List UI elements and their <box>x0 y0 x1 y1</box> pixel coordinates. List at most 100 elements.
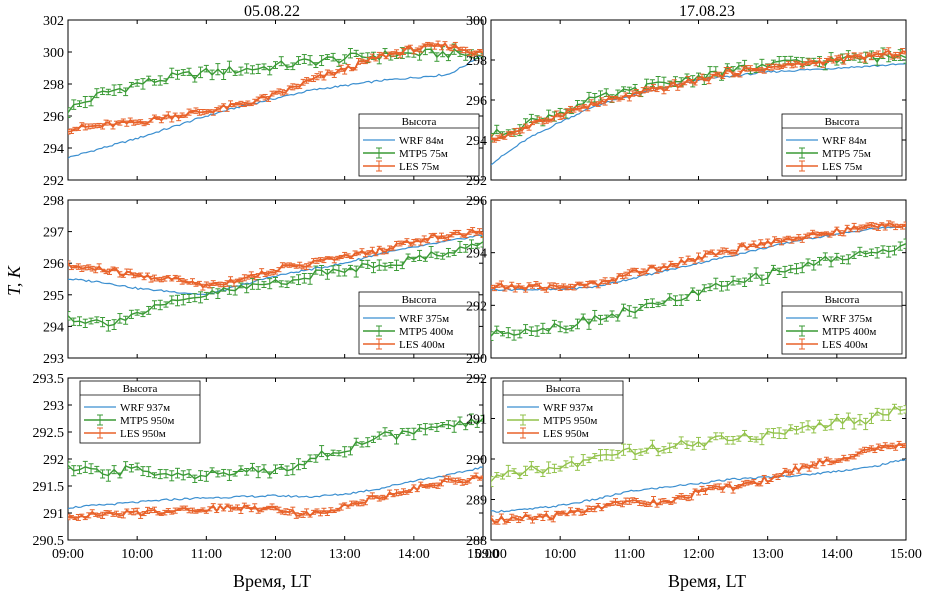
legend-entry-les: LES 75м <box>399 161 439 173</box>
y-tick-label: 294 <box>43 142 64 157</box>
y-tick-label: 292 <box>466 372 487 387</box>
legend-entry-wrf: WRF 84м <box>399 135 444 147</box>
data-layer <box>68 413 483 521</box>
series-wrf-line <box>491 63 906 166</box>
legend-entry-mtp5: MTP5 400м <box>822 326 876 338</box>
col-title-right: 17.08.23 <box>679 3 735 20</box>
x-axis-label-right: Время, LT <box>668 571 746 591</box>
legend-entry-mtp5: MTP5 950м <box>543 415 597 427</box>
legend-entry-mtp5: MTP5 75м <box>399 148 448 160</box>
panel-4: 290.5 291 291.5 292 292.5 293 293.5 09:00 10:00 1… <box>33 372 499 562</box>
x-tick-label: 13:00 <box>752 547 784 562</box>
y-tick-label: 290 <box>466 453 487 468</box>
legend-entry-mtp5: MTP5 950м <box>120 415 174 427</box>
y-tick-label: 300 <box>43 46 64 61</box>
x-tick-label: 09:00 <box>475 547 507 562</box>
y-tick-label: 296 <box>466 194 487 209</box>
y-tick-label: 293 <box>43 352 64 367</box>
legend-entry-les: LES 950м <box>120 428 166 440</box>
y-tick-label: 294 <box>43 320 64 335</box>
legend-title: Высота <box>402 294 437 306</box>
y-tick-label: 302 <box>43 14 64 29</box>
series-les-line <box>491 49 906 142</box>
legend-title: Высота <box>825 116 860 128</box>
series-les-line <box>68 474 483 520</box>
series-mtp5-line <box>68 241 483 327</box>
data-layer <box>491 47 906 166</box>
legend-entry-les: LES 950м <box>543 428 589 440</box>
x-tick-label: 11:00 <box>614 547 645 562</box>
y-tick-label: 292 <box>43 453 64 468</box>
x-tick-label: 10:00 <box>544 547 576 562</box>
y-tick-label: 296 <box>466 94 487 109</box>
y-tick-label: 293.5 <box>33 372 65 387</box>
data-layer <box>68 40 483 159</box>
series-wrf-line <box>68 466 483 510</box>
x-tick-label: 09:00 <box>52 547 84 562</box>
x-tick-label: 15:00 <box>890 547 922 562</box>
legend-entry-mtp5: MTP5 75м <box>822 148 871 160</box>
legend-entry-wrf: WRF 375м <box>822 313 872 325</box>
x-tick-label: 12:00 <box>260 547 292 562</box>
y-tick-label: 296 <box>43 110 64 125</box>
legend-entry-les: LES 75м <box>822 161 862 173</box>
y-tick-label: 295 <box>43 289 64 304</box>
y-tick-label: 288 <box>466 534 487 549</box>
y-tick-label: 298 <box>466 54 487 69</box>
legend-entry-wrf: WRF 937м <box>543 402 593 414</box>
y-tick-label: 298 <box>43 78 64 93</box>
legend-entry-les: LES 400м <box>399 339 445 351</box>
x-tick-label: 13:00 <box>329 547 361 562</box>
data-layer <box>491 220 906 341</box>
y-tick-label: 300 <box>466 14 487 29</box>
y-tick-label: 297 <box>43 226 64 241</box>
series-les-line <box>68 41 483 133</box>
y-tick-label: 293 <box>43 399 64 414</box>
x-tick-label: 12:00 <box>683 547 715 562</box>
y-tick-label: 292 <box>466 299 487 314</box>
series-mtp5-line <box>68 417 483 480</box>
x-tick-label: 10:00 <box>121 547 153 562</box>
col-title-left: 05.08.22 <box>244 3 300 20</box>
y-tick-label: 292 <box>466 174 487 189</box>
y-tick-label: 294 <box>466 247 487 262</box>
x-tick-label: 11:00 <box>191 547 222 562</box>
y-tick-label: 289 <box>466 494 487 509</box>
legend-title: Высота <box>825 294 860 306</box>
legend-entry-les: LES 400м <box>822 339 868 351</box>
series-wrf-line <box>68 234 483 296</box>
series-mtp5-line <box>491 405 906 482</box>
y-tick-label: 296 <box>43 257 64 272</box>
y-tick-label: 290.5 <box>33 534 65 549</box>
legend-title: Высота <box>546 383 581 395</box>
y-tick-label: 290 <box>466 352 487 367</box>
x-tick-label: 14:00 <box>821 547 853 562</box>
legend-entry-wrf: WRF 375м <box>399 313 449 325</box>
series-les-line <box>491 442 906 524</box>
data-layer <box>68 227 483 332</box>
series-mtp5-line <box>491 52 906 139</box>
data-layer <box>491 403 906 525</box>
series-wrf-line <box>68 53 483 159</box>
legend-title: Высота <box>402 116 437 128</box>
series-mtp5-line <box>491 243 906 337</box>
y-tick-label: 294 <box>466 134 487 149</box>
y-tick-label: 291 <box>43 507 64 522</box>
y-tick-label: 291 <box>466 413 487 428</box>
series-wrf-line <box>491 458 906 513</box>
legend-entry-mtp5: MTP5 400м <box>399 326 453 338</box>
x-tick-label: 15:00 <box>467 547 499 562</box>
legend-entry-wrf: WRF 937м <box>120 402 170 414</box>
panel-5: 288 289 290 291 292 09:00 10:00 11:00 12:00 13:00… <box>466 372 922 562</box>
